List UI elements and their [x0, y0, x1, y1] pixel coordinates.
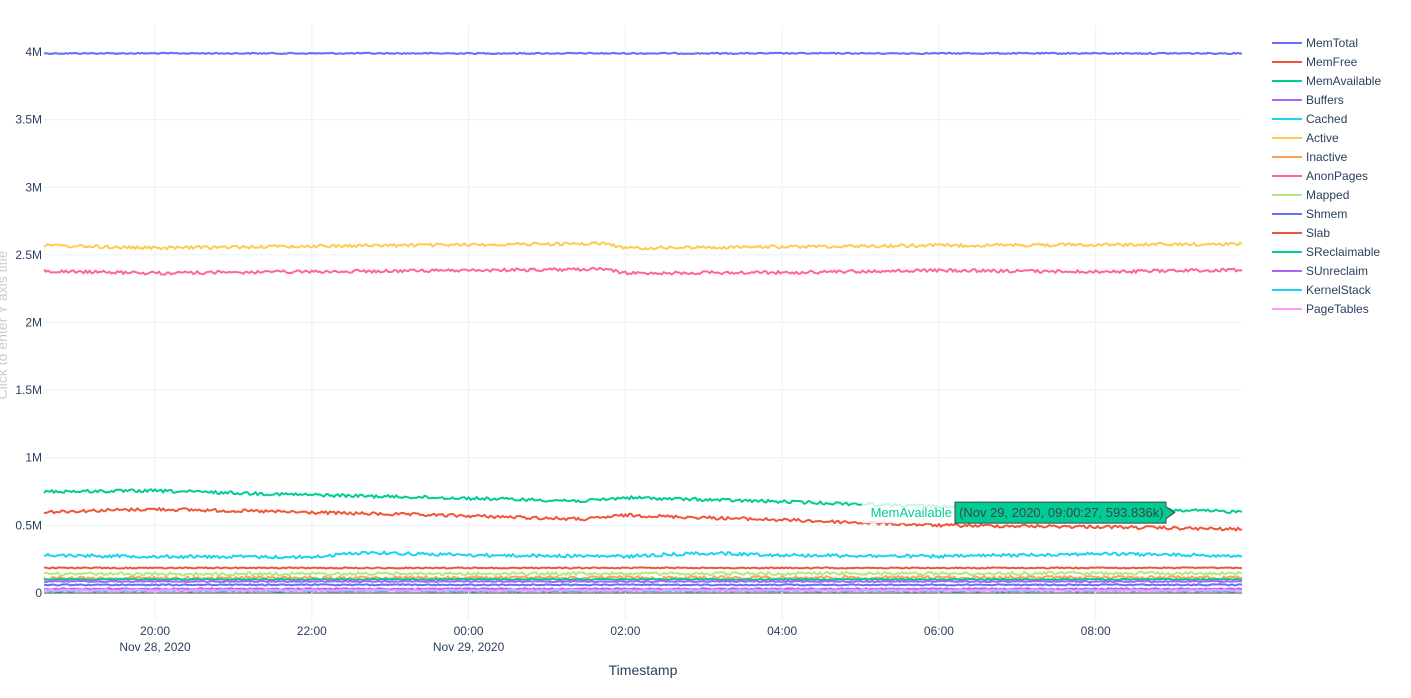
- series-line-shmem: [43, 583, 1243, 587]
- hover-series-name: MemAvailable: [871, 505, 952, 520]
- legend-item-anonpages[interactable]: AnonPages: [1272, 169, 1368, 183]
- y-tick-label: 1.5M: [15, 383, 42, 397]
- legend-item-active[interactable]: Active: [1272, 131, 1339, 145]
- x-tick-sublabel: Nov 29, 2020: [433, 640, 505, 654]
- legend-label: SReclaimable: [1306, 245, 1380, 259]
- series-line-active: [43, 241, 1243, 251]
- x-tick-sublabel: Nov 28, 2020: [119, 640, 191, 654]
- hover-label: (Nov 29, 2020, 09:00:27, 593.836k): [959, 505, 1164, 520]
- y-axis: 0 0.5M 1M 1.5M 2M 2.5M 3M 3.5M 4M: [15, 45, 42, 600]
- legend-label: MemTotal: [1306, 36, 1358, 50]
- series-line-mapped: [43, 570, 1243, 577]
- legend-item-pagetables[interactable]: PageTables: [1272, 302, 1369, 316]
- y-tick-label: 0.5M: [15, 518, 42, 532]
- y-tick-label: 2M: [25, 316, 42, 330]
- series-line-sunreclaim: [43, 579, 1243, 584]
- series-line-anonpages: [43, 266, 1243, 276]
- series-line-memfree: [43, 507, 1243, 532]
- x-tick-label: 00:00: [454, 624, 484, 638]
- legend-item-slab[interactable]: Slab: [1272, 226, 1330, 240]
- x-tick-label: 22:00: [297, 624, 327, 638]
- legend-label: Shmem: [1306, 207, 1347, 221]
- y-tick-label: 4M: [25, 45, 42, 59]
- x-axis-title[interactable]: Timestamp: [609, 662, 678, 678]
- hover-box: [954, 501, 1176, 524]
- legend-item-mapped[interactable]: Mapped: [1272, 188, 1349, 202]
- hover-tooltip: MemAvailable (Nov 29, 2020, 09:00:27, 593…: [862, 501, 1176, 524]
- series-line-slab: [43, 566, 1243, 570]
- hover-name-backdrop: [862, 502, 955, 524]
- legend: MemTotal MemFree MemAvailable Buffers Cached…: [1272, 36, 1381, 316]
- legend-item-memfree[interactable]: MemFree: [1272, 55, 1358, 69]
- x-tick-label: 02:00: [610, 624, 640, 638]
- y-axis-title[interactable]: Click to enter Y axis title: [0, 250, 10, 399]
- x-axis: 20:00 Nov 28, 2020 22:00 00:00 Nov 29, 2020 0…: [119, 624, 1111, 654]
- legend-label: Active: [1306, 131, 1339, 145]
- series-layer: [43, 51, 1243, 593]
- legend-item-memtotal[interactable]: MemTotal: [1272, 36, 1358, 50]
- legend-item-kernelstack[interactable]: KernelStack: [1272, 283, 1372, 297]
- legend-label: Inactive: [1306, 150, 1348, 164]
- legend-label: Buffers: [1306, 93, 1344, 107]
- series-line-cached: [43, 550, 1243, 560]
- legend-item-inactive[interactable]: Inactive: [1272, 150, 1348, 164]
- series-line-pagetables: [43, 588, 1243, 592]
- legend-label: MemFree: [1306, 55, 1358, 69]
- y-tick-label: 2.5M: [15, 248, 42, 262]
- legend-label: Cached: [1306, 112, 1347, 126]
- series-line-memtotal: [43, 51, 1243, 55]
- legend-item-memavailable[interactable]: MemAvailable: [1272, 74, 1381, 88]
- x-tick-label: 20:00: [140, 624, 170, 638]
- y-tick-label: 3.5M: [15, 113, 42, 127]
- legend-label: KernelStack: [1306, 283, 1372, 297]
- legend-label: Mapped: [1306, 188, 1349, 202]
- legend-item-buffers[interactable]: Buffers: [1272, 93, 1344, 107]
- x-tick-label: 04:00: [767, 624, 797, 638]
- legend-item-sunreclaim[interactable]: SUnreclaim: [1272, 264, 1368, 278]
- legend-item-cached[interactable]: Cached: [1272, 112, 1347, 126]
- legend-label: Slab: [1306, 226, 1330, 240]
- y-tick-label: 1M: [25, 451, 42, 465]
- legend-label: MemAvailable: [1306, 74, 1381, 88]
- series-line-sreclaimable: [43, 577, 1243, 581]
- legend-item-sreclaimable[interactable]: SReclaimable: [1272, 245, 1380, 259]
- legend-label: PageTables: [1306, 302, 1369, 316]
- y-tick-label: 0: [35, 586, 42, 600]
- x-tick-label: 08:00: [1081, 624, 1111, 638]
- legend-label: AnonPages: [1306, 169, 1368, 183]
- legend-label: SUnreclaim: [1306, 264, 1368, 278]
- y-tick-label: 3M: [25, 180, 42, 194]
- gridlines: [44, 25, 1242, 620]
- x-tick-label: 06:00: [924, 624, 954, 638]
- legend-item-shmem[interactable]: Shmem: [1272, 207, 1347, 221]
